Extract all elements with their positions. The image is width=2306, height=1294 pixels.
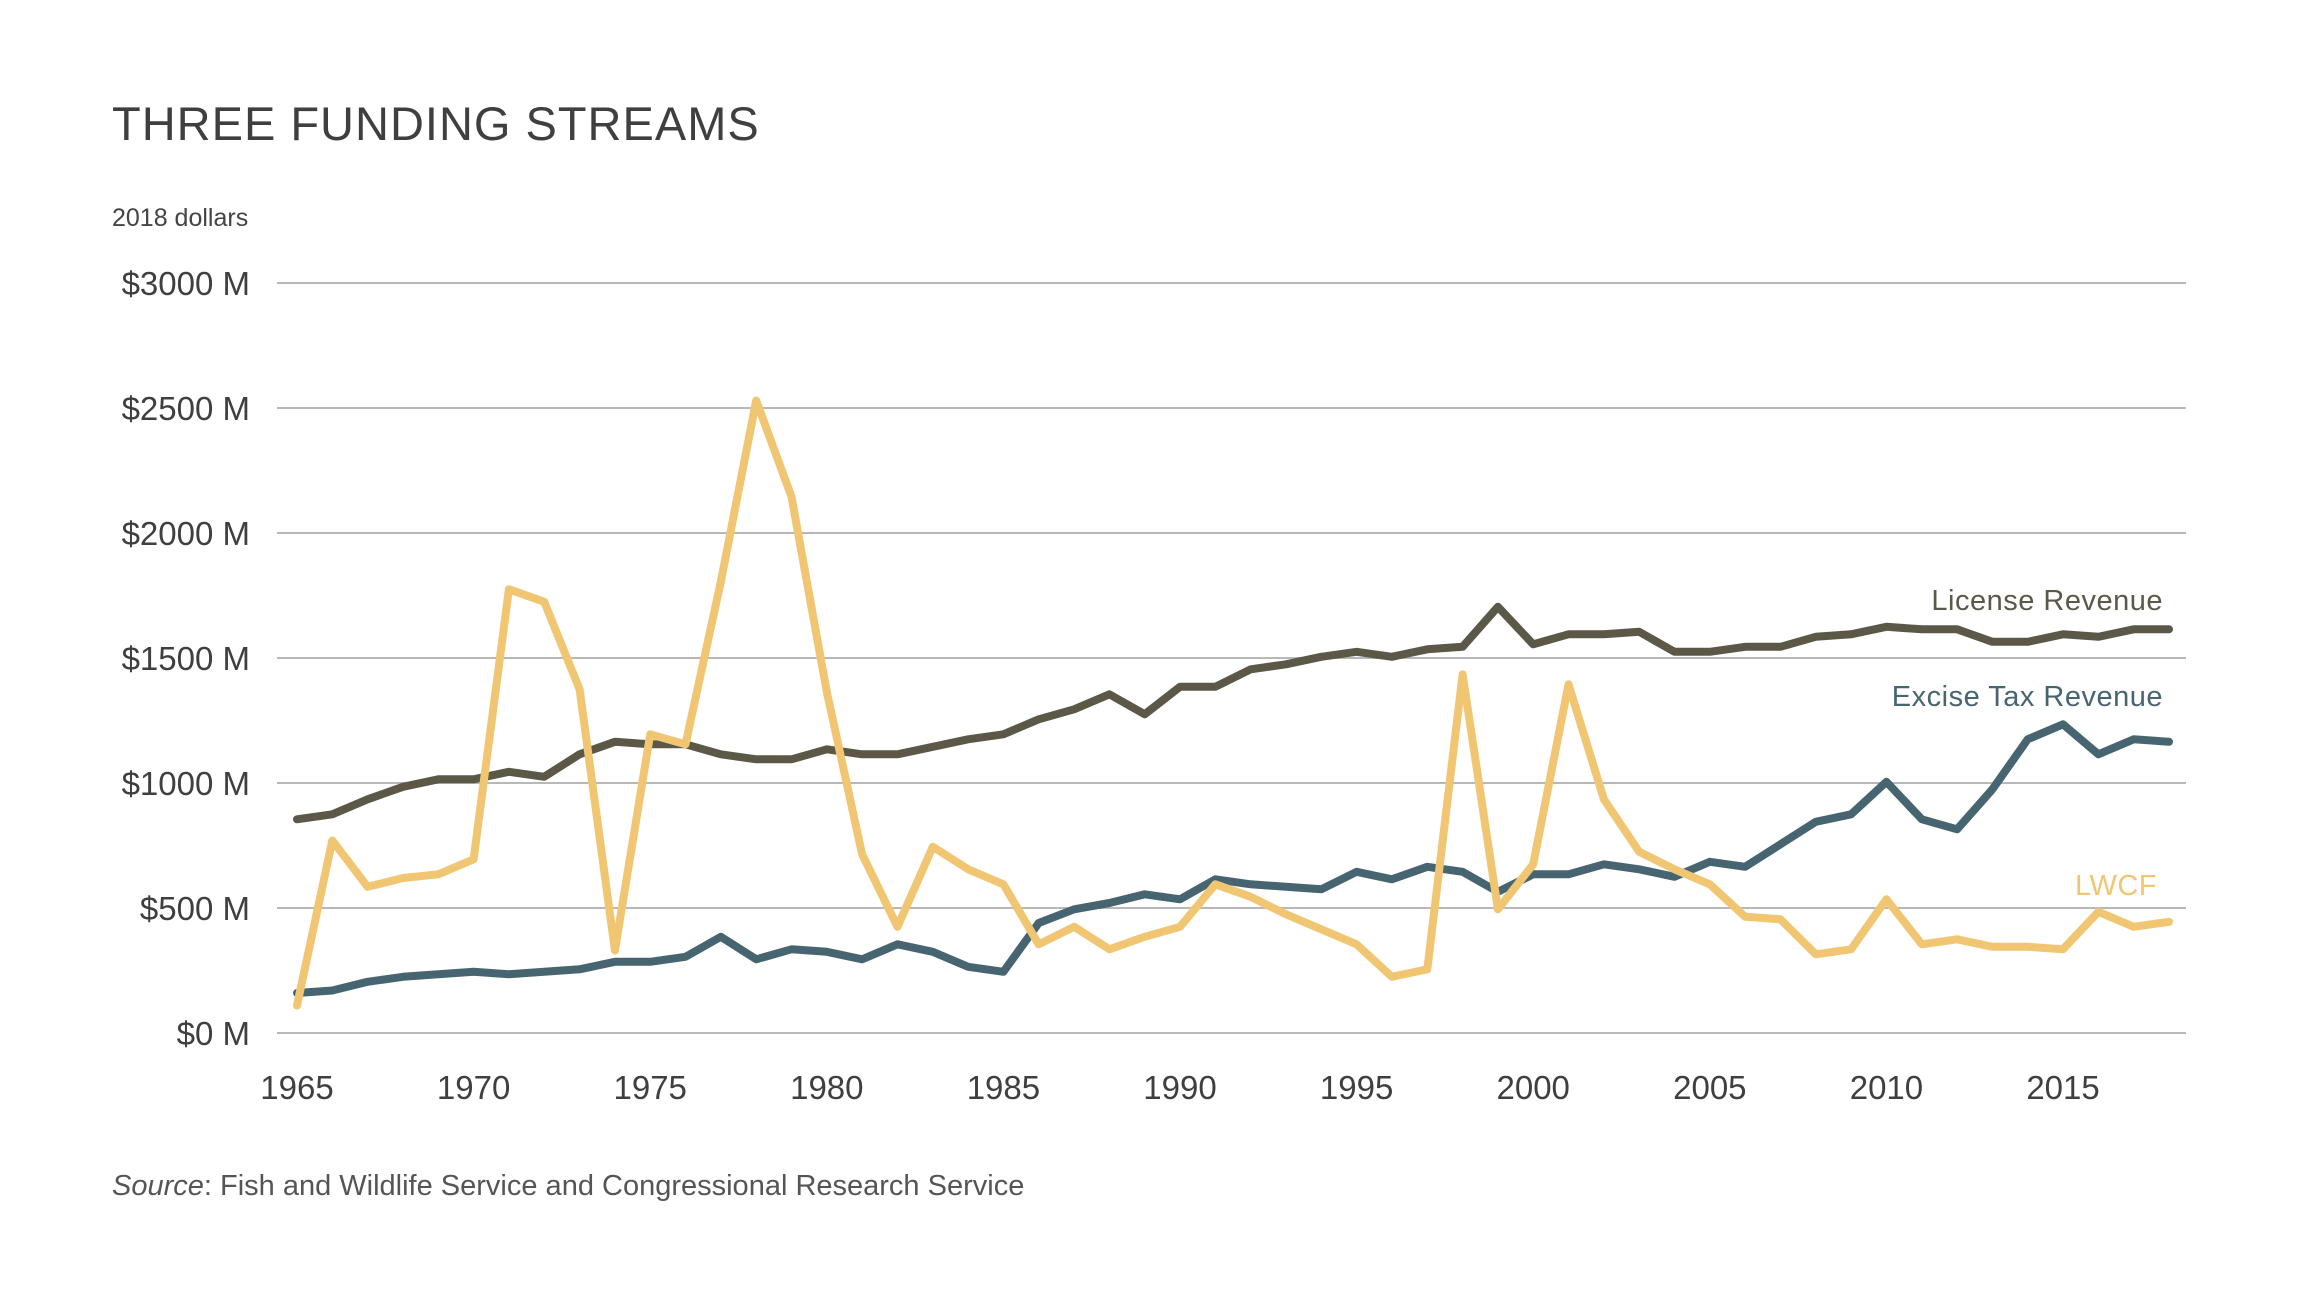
- x-axis-ticks: 1965 1970 1975 1980 1985 1990 1995 2000 2005 2010…: [260, 1069, 2099, 1106]
- x-tick-label: 1985: [967, 1069, 1040, 1106]
- x-tick-label: 1975: [613, 1069, 686, 1106]
- y-tick-label: $1500 M: [122, 640, 250, 677]
- x-tick-label: 1965: [260, 1069, 333, 1106]
- x-tick-label: 1990: [1143, 1069, 1216, 1106]
- x-tick-label: 2015: [2026, 1069, 2099, 1106]
- x-tick-label: 1995: [1320, 1069, 1393, 1106]
- y-tick-label: $500 M: [140, 890, 250, 927]
- series-line-license-revenue: [293, 602, 2173, 824]
- unit-note: 2018 dollars: [112, 204, 249, 232]
- y-tick-label: $0 M: [177, 1015, 250, 1052]
- source-note: Source: Fish and Wildlife Service and Co…: [112, 1170, 1024, 1203]
- source-text: : Fish and Wildlife Service and Congress…: [203, 1170, 1025, 1202]
- x-tick-label: 2005: [1673, 1069, 1746, 1106]
- gridlines: [277, 282, 2186, 1034]
- y-axis-ticks: $0 M $500 M $1000 M $1500 M $2000 M $2500 M $3…: [122, 265, 250, 1052]
- source-label: Source: [112, 1170, 204, 1202]
- x-tick-label: 2000: [1497, 1069, 1570, 1106]
- x-tick-label: 1970: [437, 1069, 510, 1106]
- series-line-lwcf: [293, 396, 2173, 1010]
- y-tick-label: $2000 M: [122, 515, 250, 552]
- x-tick-label: 1980: [790, 1069, 863, 1106]
- y-tick-label: $3000 M: [122, 265, 250, 302]
- x-tick-label: 2010: [1850, 1069, 1923, 1106]
- y-tick-label: $2500 M: [122, 390, 250, 427]
- series-label-license-revenue: License Revenue: [1931, 585, 2163, 617]
- chart-title: THREE FUNDING STREAMS: [112, 97, 760, 150]
- series-labels: License Revenue Excise Tax Revenue LWCF: [1892, 585, 2163, 902]
- series-lines: [293, 396, 2173, 1010]
- y-tick-label: $1000 M: [122, 765, 250, 802]
- series-line-excise-tax-revenue: [293, 720, 2173, 997]
- series-label-excise-tax-revenue: Excise Tax Revenue: [1892, 681, 2163, 713]
- series-label-lwcf: LWCF: [2075, 870, 2157, 902]
